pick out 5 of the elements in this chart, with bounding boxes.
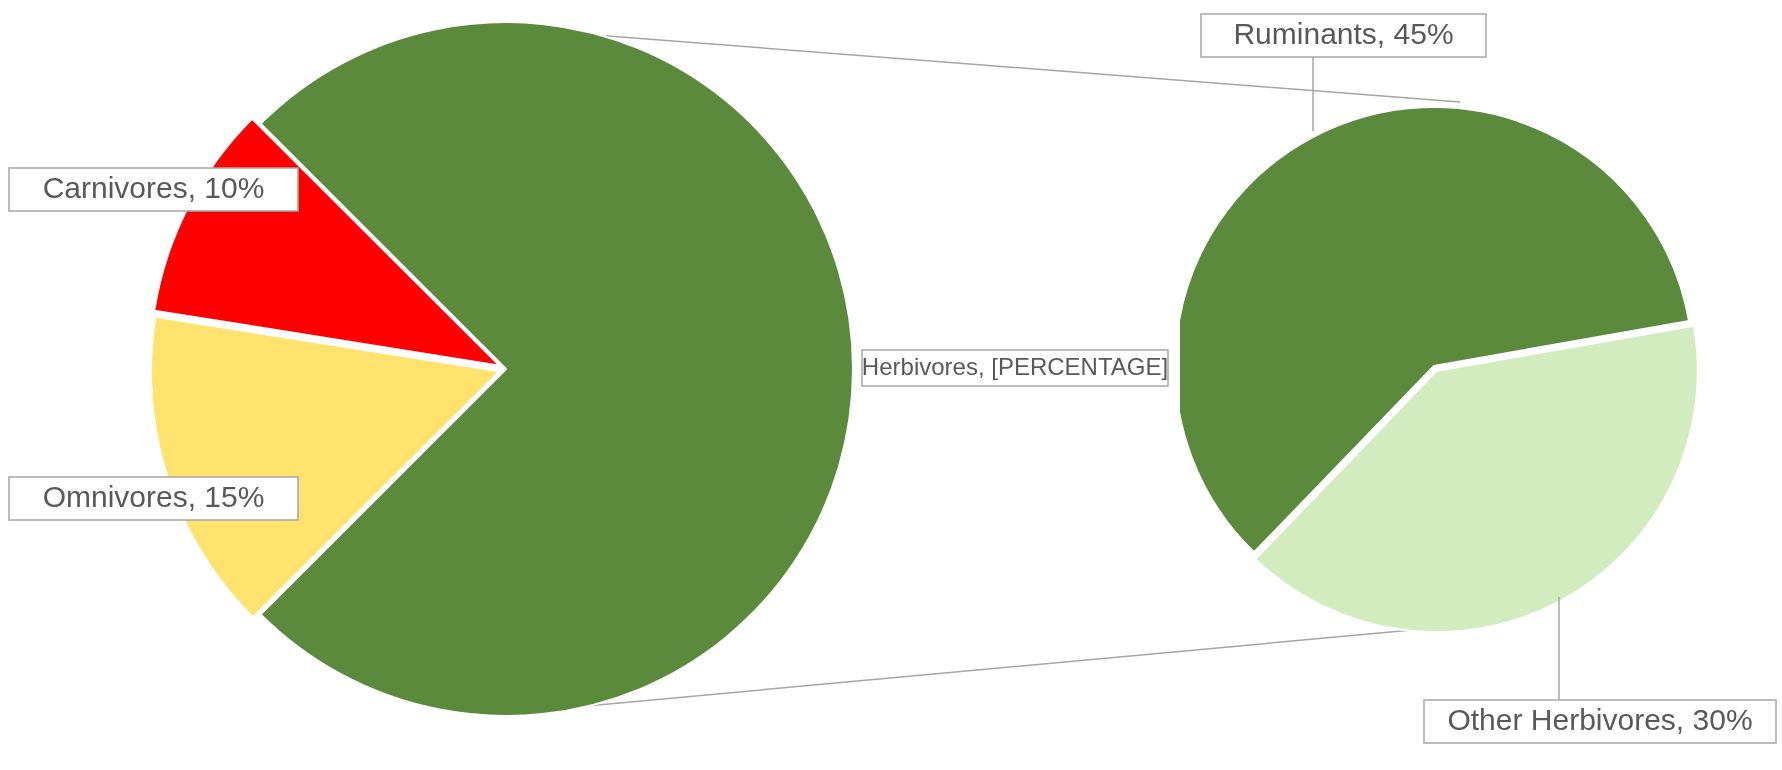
slice-label: Other Herbivores, 30% (1447, 702, 1753, 736)
slice-label: Carnivores, 10% (42, 170, 265, 204)
slice-label: Omnivores, 15% (42, 479, 265, 513)
slice-label: Herbivores, [PERCENTAGE] (861, 352, 1169, 380)
slice-label: Ruminants, 45% (1233, 16, 1454, 50)
